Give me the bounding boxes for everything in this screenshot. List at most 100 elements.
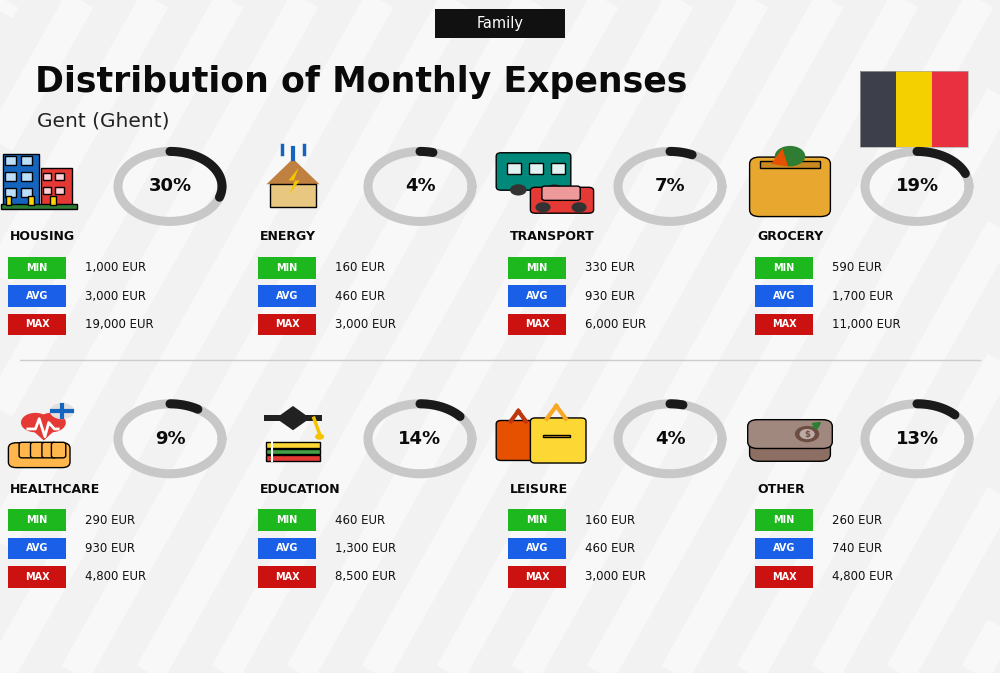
Text: AVG: AVG <box>26 544 48 553</box>
Text: MAX: MAX <box>275 572 299 581</box>
Text: 460 EUR: 460 EUR <box>335 289 385 303</box>
FancyBboxPatch shape <box>507 163 521 174</box>
FancyBboxPatch shape <box>508 566 566 588</box>
FancyBboxPatch shape <box>508 314 566 335</box>
Circle shape <box>795 426 819 442</box>
Text: 740 EUR: 740 EUR <box>832 542 882 555</box>
Text: AVG: AVG <box>276 544 298 553</box>
FancyBboxPatch shape <box>496 421 544 460</box>
Text: MAX: MAX <box>772 572 796 581</box>
FancyBboxPatch shape <box>551 163 565 174</box>
Text: 9%: 9% <box>155 430 185 448</box>
FancyBboxPatch shape <box>750 420 830 461</box>
FancyBboxPatch shape <box>21 172 32 181</box>
FancyBboxPatch shape <box>55 187 64 194</box>
Text: MIN: MIN <box>773 263 795 273</box>
Text: 7%: 7% <box>655 178 685 195</box>
Text: AVG: AVG <box>526 544 548 553</box>
Text: AVG: AVG <box>773 291 795 301</box>
FancyBboxPatch shape <box>258 566 316 588</box>
Circle shape <box>546 184 563 196</box>
Text: 1,300 EUR: 1,300 EUR <box>335 542 396 555</box>
FancyBboxPatch shape <box>755 509 813 531</box>
Text: MIN: MIN <box>526 516 548 525</box>
Polygon shape <box>266 159 320 184</box>
Text: 8,500 EUR: 8,500 EUR <box>335 570 396 583</box>
Text: LEISURE: LEISURE <box>510 483 568 496</box>
Circle shape <box>21 413 50 432</box>
Circle shape <box>535 202 551 213</box>
Circle shape <box>50 403 74 419</box>
FancyBboxPatch shape <box>896 71 932 147</box>
Text: MAX: MAX <box>525 572 549 581</box>
Text: MIN: MIN <box>26 263 48 273</box>
Text: 930 EUR: 930 EUR <box>585 289 635 303</box>
FancyBboxPatch shape <box>755 285 813 307</box>
FancyBboxPatch shape <box>508 538 566 559</box>
Text: Family: Family <box>477 16 524 31</box>
Text: GROCERY: GROCERY <box>757 230 823 244</box>
Text: MAX: MAX <box>772 320 796 329</box>
Text: 930 EUR: 930 EUR <box>85 542 135 555</box>
FancyBboxPatch shape <box>755 314 813 335</box>
FancyBboxPatch shape <box>8 443 70 468</box>
Circle shape <box>775 146 805 166</box>
FancyBboxPatch shape <box>8 538 66 559</box>
Polygon shape <box>276 406 310 430</box>
Text: Gent (Ghent): Gent (Ghent) <box>37 112 170 131</box>
Text: MIN: MIN <box>276 263 298 273</box>
FancyBboxPatch shape <box>542 186 580 201</box>
Text: HEALTHCARE: HEALTHCARE <box>10 483 100 496</box>
Text: TRANSPORT: TRANSPORT <box>510 230 595 244</box>
FancyBboxPatch shape <box>28 196 34 205</box>
Text: MIN: MIN <box>773 516 795 525</box>
FancyBboxPatch shape <box>258 509 316 531</box>
FancyBboxPatch shape <box>755 257 813 279</box>
Text: $: $ <box>804 429 810 439</box>
Text: MAX: MAX <box>525 320 549 329</box>
FancyBboxPatch shape <box>51 442 66 458</box>
FancyBboxPatch shape <box>55 172 64 180</box>
Text: 13%: 13% <box>895 430 939 448</box>
Text: 19%: 19% <box>895 178 939 195</box>
FancyBboxPatch shape <box>258 538 316 559</box>
Circle shape <box>37 413 66 432</box>
FancyBboxPatch shape <box>543 435 570 437</box>
Text: 1,700 EUR: 1,700 EUR <box>832 289 893 303</box>
FancyBboxPatch shape <box>8 314 66 335</box>
Text: 14%: 14% <box>398 430 442 448</box>
Text: 330 EUR: 330 EUR <box>585 261 635 275</box>
FancyBboxPatch shape <box>19 442 33 458</box>
Polygon shape <box>288 168 300 194</box>
Text: MAX: MAX <box>25 572 49 581</box>
FancyBboxPatch shape <box>5 172 16 181</box>
FancyBboxPatch shape <box>496 153 571 190</box>
FancyBboxPatch shape <box>760 162 820 168</box>
Circle shape <box>510 184 527 196</box>
Text: 260 EUR: 260 EUR <box>832 513 882 527</box>
FancyBboxPatch shape <box>8 285 66 307</box>
FancyBboxPatch shape <box>8 257 66 279</box>
Polygon shape <box>264 415 322 421</box>
FancyBboxPatch shape <box>508 257 566 279</box>
FancyBboxPatch shape <box>258 314 316 335</box>
Polygon shape <box>26 425 61 440</box>
Text: Distribution of Monthly Expenses: Distribution of Monthly Expenses <box>35 65 687 99</box>
FancyBboxPatch shape <box>748 420 832 448</box>
Text: MAX: MAX <box>275 320 299 329</box>
FancyBboxPatch shape <box>266 449 320 454</box>
FancyBboxPatch shape <box>270 184 316 207</box>
Text: 460 EUR: 460 EUR <box>335 513 385 527</box>
Text: 3,000 EUR: 3,000 EUR <box>85 289 146 303</box>
Text: 3,000 EUR: 3,000 EUR <box>585 570 646 583</box>
Text: ENERGY: ENERGY <box>260 230 316 244</box>
Text: 160 EUR: 160 EUR <box>335 261 385 275</box>
Text: 4%: 4% <box>405 178 435 195</box>
FancyBboxPatch shape <box>530 187 594 213</box>
FancyBboxPatch shape <box>50 196 56 205</box>
FancyBboxPatch shape <box>266 442 320 448</box>
Circle shape <box>315 433 324 439</box>
Circle shape <box>572 202 587 213</box>
FancyBboxPatch shape <box>529 163 543 174</box>
Circle shape <box>800 429 815 439</box>
